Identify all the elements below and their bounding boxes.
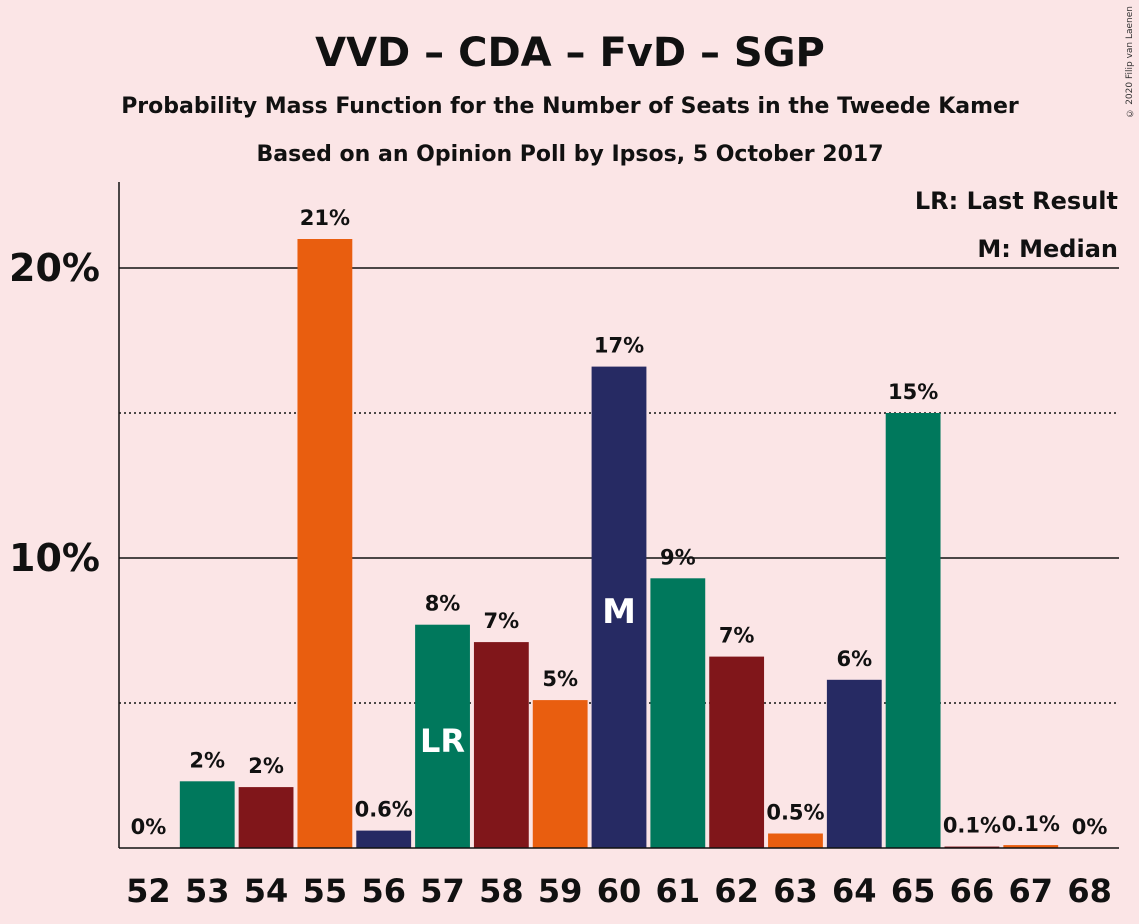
- value-label-55: 21%: [300, 206, 350, 230]
- value-label-61: 9%: [660, 545, 696, 569]
- x-tick-label: 56: [361, 872, 406, 910]
- value-label-57: 8%: [425, 592, 461, 616]
- copyright-notice: © 2020 Filip van Laenen: [1125, 6, 1135, 118]
- value-label-52: 0%: [131, 815, 167, 839]
- chart-subtitle-source: Based on an Opinion Poll by Ipsos, 5 Oct…: [257, 142, 884, 167]
- chart-subtitle: Probability Mass Function for the Number…: [121, 94, 1019, 119]
- bar-67: [1003, 845, 1059, 848]
- x-tick-label: 60: [597, 872, 642, 910]
- median-marker: M: [602, 592, 636, 632]
- x-tick-labels: 52 53 54 55 56 57 58 59 60 61 62 63 64 65 66 67 68: [126, 872, 1112, 910]
- x-tick-label: 65: [891, 872, 936, 910]
- value-label-54: 2%: [248, 754, 284, 778]
- value-label-62: 7%: [719, 624, 755, 648]
- bar-53: [179, 781, 235, 848]
- y-tick-label: 10%: [9, 536, 100, 580]
- value-label-60: 17%: [594, 334, 644, 358]
- x-tick-label: 53: [185, 872, 230, 910]
- bar-59: [532, 700, 588, 848]
- value-label-68: 0%: [1072, 815, 1108, 839]
- x-tick-label: 59: [538, 872, 583, 910]
- value-label-56: 0.6%: [355, 798, 413, 822]
- x-tick-label: 68: [1067, 872, 1112, 910]
- y-tick-labels: 10% 20%: [9, 246, 100, 580]
- x-tick-label: 61: [656, 872, 701, 910]
- x-tick-label: 64: [832, 872, 877, 910]
- x-tick-label: 57: [420, 872, 465, 910]
- y-tick-label: 20%: [9, 246, 100, 290]
- x-tick-label: 58: [479, 872, 524, 910]
- last-result-marker: LR: [420, 722, 465, 760]
- bar-57: [415, 624, 470, 848]
- x-tick-label: 62: [714, 872, 759, 910]
- chart-title: VVD – CDA – FvD – SGP: [315, 30, 825, 76]
- value-label-63: 0.5%: [766, 801, 824, 825]
- legend-median: M: Median: [977, 235, 1118, 263]
- value-label-64: 6%: [836, 647, 872, 671]
- bar-61: [650, 578, 706, 848]
- legend-last-result: LR: Last Result: [915, 187, 1118, 215]
- x-tick-label: 63: [773, 872, 818, 910]
- value-label-65: 15%: [888, 380, 938, 404]
- value-label-67: 0.1%: [1002, 812, 1060, 836]
- x-tick-label: 67: [1008, 872, 1053, 910]
- bar-55: [297, 239, 353, 848]
- bar-60: [591, 366, 647, 848]
- bars: [179, 239, 1059, 848]
- value-label-53: 2%: [189, 748, 225, 772]
- bar-63: [768, 833, 823, 848]
- bar-58: [473, 642, 529, 848]
- value-labels: 0% 2% 2% 21% 0.6% 8% LR 7% 5% 17% M 9% 7% 0.5% 6% 15% 0.…: [131, 206, 1108, 839]
- bar-54: [238, 787, 294, 848]
- x-tick-label: 55: [303, 872, 348, 910]
- value-label-58: 7%: [484, 609, 520, 633]
- bar-56: [356, 830, 412, 848]
- x-tick-label: 52: [126, 872, 171, 910]
- value-label-59: 5%: [542, 667, 578, 691]
- x-tick-label: 66: [950, 872, 995, 910]
- bar-65: [885, 413, 941, 848]
- bar-64: [826, 679, 882, 848]
- x-tick-label: 54: [244, 872, 289, 910]
- value-label-66: 0.1%: [943, 814, 1001, 838]
- bar-62: [709, 656, 765, 848]
